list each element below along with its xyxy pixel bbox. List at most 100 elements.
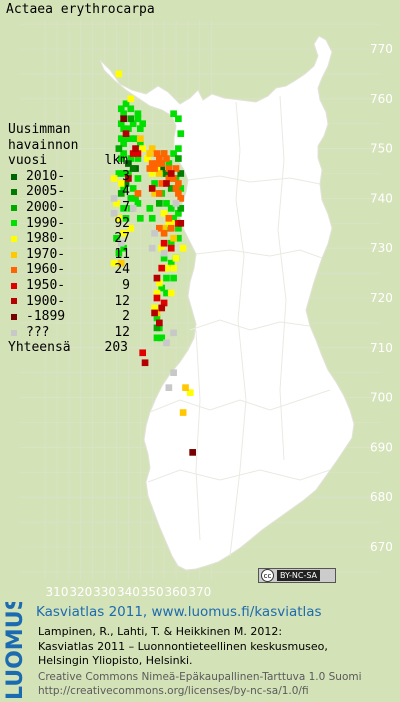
legend-count: 24 [114, 262, 130, 278]
observation-square [151, 165, 158, 172]
observation-square [158, 284, 166, 292]
legend-period: -1899 [26, 309, 66, 325]
legend-total-count: 203 [104, 340, 128, 356]
x-tick-label: 330 [93, 585, 116, 599]
legend-swatch [11, 235, 17, 242]
legend-header-1: Uusimman [8, 122, 71, 137]
legend-count: 92 [114, 215, 130, 231]
observation-square [153, 274, 161, 282]
legend-swatch [11, 267, 17, 274]
legend-swatch [11, 282, 17, 289]
cc-badge-text: BY-NC-SA [277, 570, 321, 581]
observation-square [175, 224, 182, 232]
observation-square [167, 244, 175, 252]
observation-square [129, 205, 137, 212]
x-tick-label: 370 [188, 585, 211, 599]
legend-swatch [11, 313, 17, 320]
legend-row: 2010- 3 [8, 169, 158, 185]
observation-square [160, 299, 168, 307]
observation-square [120, 229, 127, 237]
observation-square [175, 190, 182, 197]
observation-square [158, 334, 166, 342]
observation-square [134, 110, 142, 118]
legend-swatch [11, 173, 17, 180]
observation-square [160, 224, 168, 232]
observation-square [167, 259, 175, 267]
observation-square [132, 145, 139, 152]
observation-square [113, 200, 120, 207]
legend-swatch [11, 204, 17, 211]
legend-count-header: lkm [104, 153, 128, 169]
observation-square [153, 294, 161, 302]
legend-swatch [11, 251, 17, 258]
observation-square [139, 349, 147, 357]
observation-square [139, 145, 147, 152]
observation-square [134, 155, 142, 162]
observation-square [120, 170, 127, 177]
observation-square [172, 200, 180, 207]
observation-square [156, 224, 163, 232]
legend-count: 2 [122, 309, 130, 325]
observation-square [134, 150, 142, 157]
observation-square [165, 160, 173, 167]
observation-square [158, 160, 166, 167]
observation-square [127, 155, 135, 162]
legend-period: 2010- [26, 168, 66, 184]
footer: LUOMUS Kasviatlas 2011, www.luomus.fi/ka… [0, 598, 400, 702]
footer-license-2[interactable]: http://creativecommons.org/licenses/by-n… [38, 685, 309, 697]
observation-square [151, 304, 158, 312]
observation-square [160, 254, 168, 262]
y-tick-label: 730 [370, 241, 393, 255]
y-tick-label: 770 [370, 42, 393, 56]
observation-square [127, 224, 135, 232]
observation-square [127, 105, 135, 113]
legend-row: 2000- 7 [8, 200, 158, 216]
observation-square [167, 224, 175, 232]
observation-square [175, 180, 182, 187]
observation-square [170, 175, 177, 182]
observation-squares [110, 70, 196, 456]
footer-title[interactable]: Kasviatlas 2011, www.luomus.fi/kasviatla… [36, 604, 322, 620]
luomus-logo-text: LUOMUS [3, 602, 28, 700]
observation-square [134, 115, 142, 123]
observation-square [136, 214, 144, 222]
y-tick-label: 720 [370, 291, 393, 305]
observation-square [179, 244, 187, 252]
observation-square [163, 200, 170, 207]
observation-square [136, 135, 144, 142]
y-tick-label: 670 [370, 540, 393, 554]
observation-square [163, 170, 170, 177]
observation-square [144, 155, 151, 162]
observation-square [120, 125, 127, 133]
observation-square [120, 205, 127, 212]
observation-square [163, 180, 170, 187]
observation-square [117, 120, 125, 128]
observation-square [117, 259, 125, 267]
legend-rows: 2010- 3 2005- 4 2000- 7 1990- 92 1980- 27 1970- 11 1… [8, 169, 158, 341]
observation-square [129, 165, 137, 172]
observation-square [167, 170, 175, 177]
observation-square [177, 219, 185, 227]
observation-square [175, 210, 182, 217]
observation-square [158, 165, 166, 172]
observation-square [170, 214, 177, 222]
observation-square [151, 180, 158, 187]
observation-square [160, 249, 168, 257]
observation-square [120, 110, 127, 118]
species-name: Actaea erythrocarpa [6, 2, 155, 17]
observation-square [165, 384, 173, 391]
legend-period: 1980- [26, 231, 66, 247]
observation-square [120, 140, 127, 147]
observation-square [170, 274, 177, 282]
observation-square [156, 200, 163, 207]
observation-square [134, 190, 142, 197]
legend-count: 11 [114, 246, 130, 262]
observation-square [125, 175, 132, 182]
observation-square [170, 150, 177, 157]
observation-square [115, 249, 123, 257]
observation-square [153, 314, 161, 322]
legend-swatch [11, 298, 17, 305]
observation-square [153, 150, 161, 157]
cc-license-badge[interactable]: cc BY-NC-SA [258, 568, 336, 583]
legend-total-label: Yhteensä [8, 340, 71, 356]
